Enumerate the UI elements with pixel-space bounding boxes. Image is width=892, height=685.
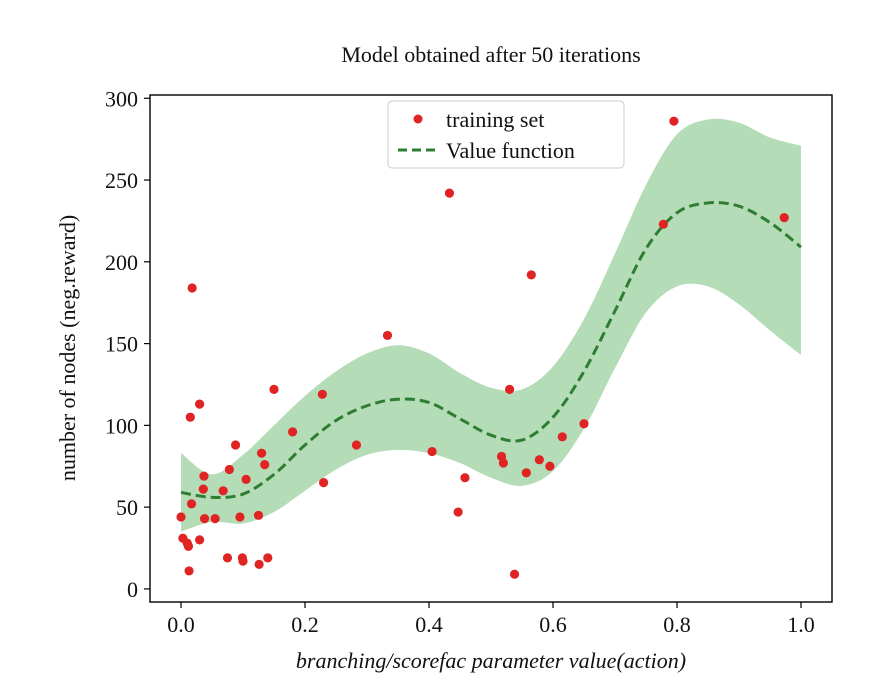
training-point: [186, 499, 197, 509]
training-point: [460, 473, 470, 483]
legend-marker-icon: [413, 114, 423, 124]
training-point: [238, 556, 248, 566]
training-point: [669, 116, 679, 126]
confidence-band: [181, 118, 801, 532]
legend-label-value-function: Value function: [446, 138, 575, 163]
training-point: [176, 512, 186, 522]
training-point: [498, 458, 508, 468]
x-axis-label: branching/scorefac parameter value(actio…: [296, 648, 686, 673]
training-point: [210, 513, 220, 524]
legend-box: [387, 100, 625, 169]
training-point: [579, 419, 589, 429]
plot-frame: [149, 94, 833, 603]
training-point: [779, 213, 789, 223]
x-tick-label: 0.2: [291, 612, 319, 637]
legend-label-training-set: training set: [446, 107, 544, 132]
training-point: [253, 510, 264, 520]
training-point: [185, 412, 195, 422]
training-point: [263, 553, 273, 563]
training-point: [184, 566, 194, 576]
training-point: [254, 559, 264, 569]
training-point: [199, 513, 210, 524]
training-point: [241, 474, 251, 484]
training-point: [557, 432, 567, 442]
training-point: [444, 188, 455, 198]
training-point: [317, 389, 327, 399]
training-point: [183, 541, 194, 551]
y-tick-label: 300: [105, 86, 138, 111]
x-tick-label: 0.4: [415, 612, 443, 637]
y-tick-label: 50: [116, 495, 138, 520]
y-tick-label: 250: [105, 168, 138, 193]
confidence-band-layer: [181, 118, 801, 532]
training-point: [257, 448, 267, 458]
training-point: [521, 468, 531, 478]
training-point: [195, 535, 205, 545]
training-point: [319, 478, 329, 488]
training-point: [260, 460, 270, 470]
training-point: [382, 330, 393, 341]
training-point: [427, 446, 437, 457]
y-axis-ticks: 0 50 100 150 200 250 300: [105, 86, 150, 602]
training-point: [224, 464, 234, 475]
y-tick-label: 150: [105, 332, 138, 357]
training-point: [198, 484, 208, 494]
training-point: [288, 427, 298, 437]
value-function-layer: [180, 201, 802, 499]
y-axis-label: number of nodes (neg.reward): [55, 215, 80, 481]
training-point: [195, 399, 205, 409]
training-point: [199, 471, 209, 481]
training-point: [505, 384, 515, 394]
training-point: [187, 283, 197, 293]
training-point: [526, 270, 536, 280]
training-point: [658, 219, 668, 229]
training-point: [230, 440, 241, 450]
x-tick-label: 1.0: [787, 612, 815, 637]
training-point: [453, 507, 463, 517]
value-function-line: [180, 201, 802, 499]
y-tick-label: 200: [105, 250, 138, 275]
y-tick-label: 0: [127, 577, 138, 602]
training-point: [351, 440, 362, 450]
x-axis-ticks: 0.0 0.2 0.4 0.6 0.8 1.0: [167, 602, 815, 637]
x-tick-label: 0.6: [539, 612, 567, 637]
training-point: [545, 461, 555, 471]
training-point: [218, 486, 228, 496]
training-point: [534, 455, 544, 465]
legend: training set Value function: [387, 100, 625, 169]
training-point: [269, 384, 279, 394]
x-tick-label: 0.0: [167, 612, 195, 637]
x-tick-label: 0.8: [663, 612, 691, 637]
training-point: [222, 553, 233, 563]
training-points-layer: [176, 116, 789, 579]
training-point: [509, 569, 520, 579]
training-point: [235, 512, 245, 522]
chart-title: Model obtained after 50 iterations: [341, 42, 640, 67]
y-tick-label: 100: [105, 413, 138, 438]
